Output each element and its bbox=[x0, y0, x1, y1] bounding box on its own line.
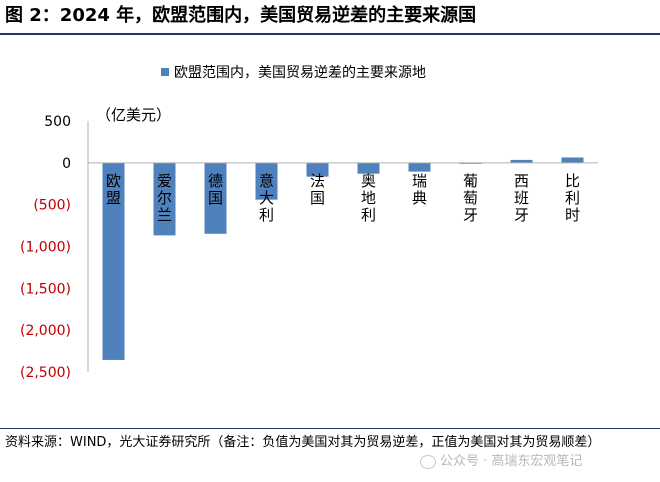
category-label-2: 德 bbox=[208, 172, 223, 190]
bar-6 bbox=[408, 162, 431, 172]
category-label-3: 利 bbox=[259, 206, 274, 224]
category-label-9: 时 bbox=[565, 206, 580, 224]
y-tick-label: 0 bbox=[62, 156, 71, 172]
category-label-4: 国 bbox=[310, 189, 325, 207]
category-label-7: 牙 bbox=[463, 206, 478, 224]
category-label-3: 大 bbox=[259, 189, 274, 207]
wechat-icon bbox=[420, 454, 436, 469]
y-tick-label: 500 bbox=[44, 114, 71, 130]
category-label-8: 牙 bbox=[514, 206, 529, 224]
y-axis-unit-label: （亿美元） bbox=[96, 106, 171, 124]
category-label-7: 萄 bbox=[463, 189, 478, 207]
category-label-1: 爱 bbox=[157, 172, 172, 190]
y-tick-label: (1,500) bbox=[20, 281, 71, 297]
category-label-9: 利 bbox=[565, 189, 580, 207]
category-label-6: 瑞 bbox=[412, 172, 427, 190]
bar-4 bbox=[306, 162, 329, 177]
category-label-0: 盟 bbox=[106, 189, 121, 207]
source-note: 资料来源：WIND，光大证券研究所（备注：负值为美国对其为贸易逆差，正值为美国对… bbox=[5, 435, 601, 450]
bar-chart: 欧盟范围内，美国贸易逆差的主要来源地 （亿美元） 500 0 (500) (1,000… bbox=[20, 64, 598, 381]
bar-5 bbox=[357, 162, 380, 174]
bar-9 bbox=[561, 157, 584, 163]
y-tick-label: (500) bbox=[33, 198, 71, 214]
category-label-4: 法 bbox=[310, 172, 325, 190]
y-tick-label: (2,000) bbox=[20, 323, 71, 339]
footer-divider bbox=[0, 428, 660, 429]
y-tick-label: (1,000) bbox=[20, 240, 71, 256]
category-label-1: 兰 bbox=[157, 206, 172, 224]
watermark-text: 公众号 · 高瑞东宏观笔记 bbox=[440, 454, 583, 469]
bar-2 bbox=[204, 162, 227, 234]
category-label-1: 尔 bbox=[157, 189, 172, 207]
category-label-5: 利 bbox=[361, 206, 376, 224]
bar-8 bbox=[510, 159, 533, 163]
y-axis-ticks: 500 0 (500) (1,000) (1,500) (2,000) (2,500) bbox=[20, 114, 71, 381]
watermark: 公众号 · 高瑞东宏观笔记 bbox=[420, 450, 582, 469]
category-label-3: 意 bbox=[259, 172, 274, 190]
title-divider bbox=[0, 33, 660, 35]
chart-title: 图 2：2024 年，欧盟范围内，美国贸易逆差的主要来源国 bbox=[5, 5, 477, 26]
legend-label: 欧盟范围内，美国贸易逆差的主要来源地 bbox=[174, 64, 426, 81]
category-label-8: 西 bbox=[514, 172, 529, 190]
bar-1 bbox=[153, 162, 176, 236]
legend-swatch bbox=[161, 68, 169, 76]
category-label-6: 典 bbox=[412, 189, 427, 207]
category-label-2: 国 bbox=[208, 189, 223, 207]
category-label-5: 地 bbox=[361, 189, 376, 207]
category-label-9: 比 bbox=[565, 172, 580, 190]
category-label-5: 奥 bbox=[361, 172, 376, 190]
category-label-0: 欧 bbox=[106, 172, 121, 190]
category-label-8: 班 bbox=[514, 189, 529, 207]
bars bbox=[102, 157, 584, 360]
chart-legend: 欧盟范围内，美国贸易逆差的主要来源地 bbox=[161, 64, 426, 81]
y-tick-label: (2,500) bbox=[20, 365, 71, 381]
bar-0 bbox=[102, 162, 125, 360]
category-label-7: 葡 bbox=[463, 172, 478, 190]
bar-3 bbox=[255, 162, 278, 200]
